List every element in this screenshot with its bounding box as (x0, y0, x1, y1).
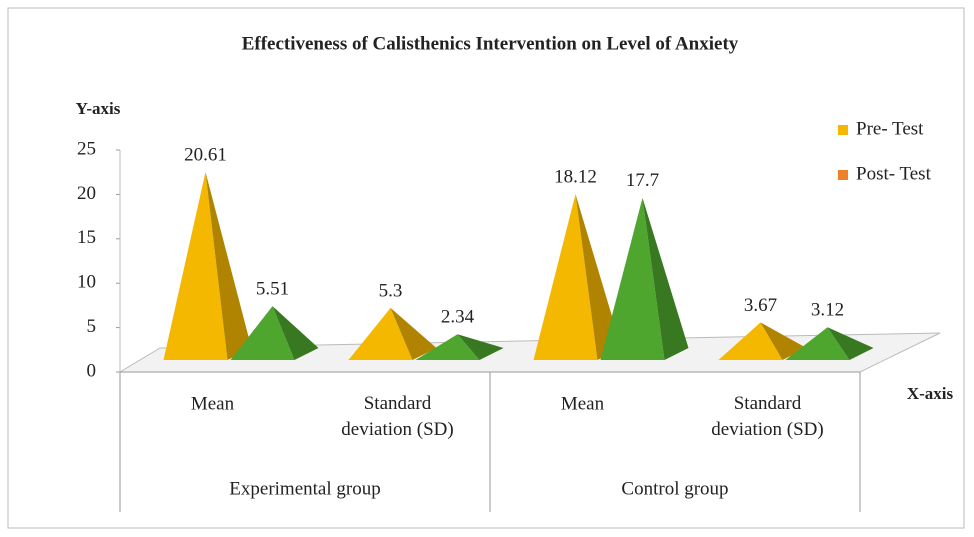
pyramid-side (760, 322, 807, 360)
pyramid-face (533, 194, 598, 360)
y-tick-label: 25 (77, 138, 96, 159)
y-tick-label: 15 (77, 227, 96, 248)
x-tick-label: Mean (191, 393, 235, 414)
pyramid-side (575, 194, 622, 360)
pyramid-face (163, 171, 228, 360)
pyramid-side (642, 197, 689, 360)
pyramid (348, 307, 437, 360)
value-label: 17.7 (626, 170, 659, 191)
y-tick-label: 0 (87, 360, 97, 381)
pyramid-side (272, 306, 319, 360)
x-tick-label: Standard deviation (SD) (341, 393, 453, 440)
pyramid (230, 306, 319, 360)
pyramid (415, 334, 504, 360)
y-tick-label: 5 (87, 316, 97, 337)
value-label: 5.3 (379, 280, 403, 301)
y-tick-label: 10 (77, 272, 96, 293)
legend-marker (838, 170, 848, 180)
value-label: 2.34 (441, 307, 475, 328)
pyramid-side (457, 334, 504, 360)
y-axis-label: Y-axis (76, 99, 121, 118)
legend-label: Post- Test (856, 163, 932, 184)
pyramid-side (205, 171, 252, 360)
x-tick-label: Mean (561, 393, 605, 414)
value-label: 5.51 (256, 278, 289, 299)
pyramid-side (390, 307, 437, 360)
legend-label: Pre- Test (856, 118, 924, 139)
pyramid-face (230, 306, 295, 360)
value-label: 3.12 (811, 300, 844, 321)
pyramid-side (827, 327, 874, 360)
pyramid-face (348, 307, 413, 360)
value-label: 3.67 (744, 295, 777, 316)
chart-title: Effectiveness of Calisthenics Interventi… (242, 33, 739, 54)
pyramid-face (600, 197, 665, 360)
pyramid-face (415, 334, 480, 360)
chart-border (7, 7, 965, 529)
legend-marker (838, 125, 848, 135)
pyramid-face (718, 322, 783, 360)
group-label: Experimental group (229, 478, 380, 499)
pyramid (533, 194, 622, 360)
pyramid (600, 197, 689, 360)
pyramid (785, 327, 874, 360)
x-tick-label: Standard deviation (SD) (711, 393, 823, 440)
x-axis-label: X-axis (907, 384, 954, 403)
y-tick-label: 20 (77, 183, 96, 204)
pyramid (163, 171, 252, 360)
pyramid-face (785, 327, 850, 360)
value-label: 20.61 (184, 144, 227, 165)
group-label: Control group (621, 478, 728, 499)
value-label: 18.12 (554, 166, 597, 187)
pyramid (718, 322, 807, 360)
